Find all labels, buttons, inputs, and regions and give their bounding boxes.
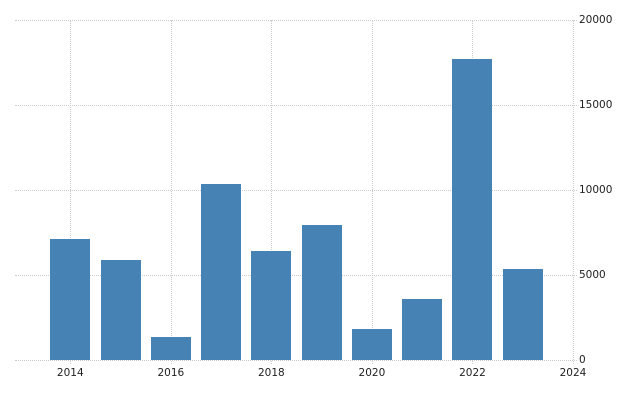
y-axis-tick-label: 15000 [579, 99, 613, 111]
vertical-gridline [371, 20, 373, 364]
vertical-gridline [271, 20, 273, 364]
y-axis-tick-label: 20000 [579, 14, 613, 26]
bar-2020[interactable] [351, 328, 392, 360]
bar-2016[interactable] [150, 337, 191, 360]
vertical-gridline [573, 20, 574, 364]
horizontal-gridline [15, 275, 577, 276]
y-axis-tick-label: 10000 [579, 184, 613, 196]
y-axis-tick-label: 5000 [579, 269, 606, 281]
horizontal-gridline [15, 20, 577, 21]
bar-2019[interactable] [301, 224, 342, 360]
horizontal-gridline [15, 190, 577, 191]
x-axis-tick-label: 2016 [157, 367, 185, 379]
bar-2015[interactable] [100, 259, 141, 360]
plot-area [15, 20, 577, 364]
x-axis-tick-label: 2022 [459, 367, 486, 379]
horizontal-gridline [15, 360, 577, 361]
x-axis-tick-label: 2020 [358, 367, 386, 379]
vertical-gridline [170, 20, 172, 364]
y-axis-tick-label: 0 [579, 354, 586, 366]
bar-2021[interactable] [402, 298, 443, 360]
bar-2023[interactable] [502, 269, 543, 360]
vertical-gridline [70, 20, 72, 364]
x-axis-tick-label: 2018 [258, 367, 285, 379]
x-axis-tick-label: 2014 [56, 367, 84, 379]
bar-2018[interactable] [251, 251, 292, 360]
horizontal-gridline [15, 105, 577, 106]
x-axis-tick-label: 2024 [559, 367, 587, 379]
bar-2014[interactable] [50, 238, 91, 360]
bar-2022[interactable] [452, 59, 493, 360]
bar-2017[interactable] [201, 183, 242, 360]
